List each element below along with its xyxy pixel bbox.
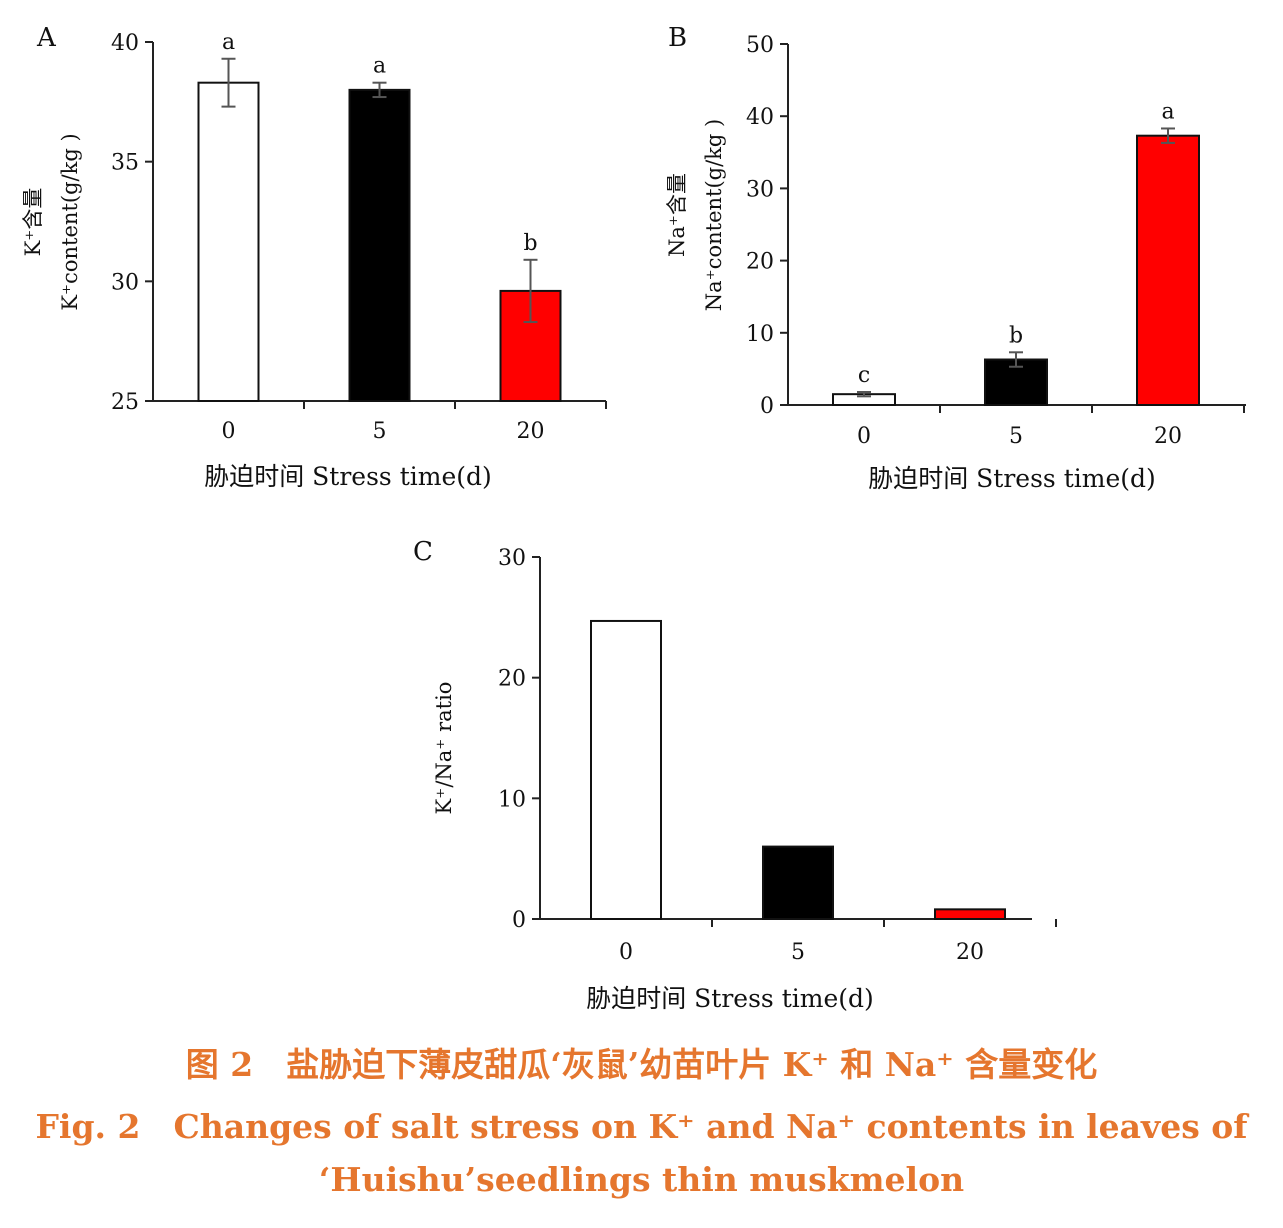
x-axis-label: 胁迫时间 Stress time(d)	[868, 464, 1156, 493]
y-axis-label: K⁺content(g/kg )	[58, 133, 82, 310]
x-tick-label: 0	[222, 419, 236, 444]
figure: A 25 30 35 40 a 0 a 5 b 20 胁迫时间 Stress time(d) K⁺含量 K…	[21, 23, 1246, 1013]
y-tick-label: 10	[498, 787, 526, 812]
significance-letter: b	[523, 231, 537, 256]
panel-letter: A	[36, 23, 57, 53]
significance-letter: b	[1009, 323, 1023, 348]
x-tick-label: 20	[1154, 424, 1182, 449]
x-tick-label: 5	[791, 940, 805, 965]
y-tick-label: 35	[111, 151, 139, 176]
y-tick-label: 0	[512, 908, 526, 933]
y-tick-label: 40	[746, 105, 774, 130]
bar	[348, 88, 411, 402]
y-tick-label: 0	[760, 394, 774, 419]
chart-panel-c: C 0 10 20 30 0 5 20 胁迫时间 Stress time(d) K⁺/Na⁺ ra…	[413, 537, 1057, 1013]
y-axis-label: Na⁺content(g/kg )	[702, 119, 726, 312]
significance-letter: a	[373, 54, 386, 79]
y-tick-label: 30	[498, 546, 526, 571]
y-axis-label: K⁺/Na⁺ ratio	[432, 682, 456, 815]
y-tick-label: 20	[746, 250, 774, 275]
x-tick-label: 0	[857, 424, 871, 449]
panel-letter: C	[413, 537, 433, 567]
x-axis-label: 胁迫时间 Stress time(d)	[586, 984, 874, 1013]
x-tick-label: 0	[619, 940, 633, 965]
significance-letter: c	[858, 363, 870, 388]
x-axis-label: 胁迫时间 Stress time(d)	[204, 462, 492, 491]
figure-caption-english-line2: ‘Huishu’seedlings thin muskmelon	[318, 1160, 965, 1199]
y-tick-label: 50	[746, 33, 774, 58]
figure-caption-chinese: 图 2 盐胁迫下薄皮甜瓜‘灰鼠’幼苗叶片 K⁺ 和 Na⁺ 含量变化	[185, 1045, 1098, 1084]
bar	[197, 81, 260, 402]
x-tick-label: 5	[1009, 424, 1023, 449]
y-axis-label-cn: K⁺含量	[21, 188, 45, 257]
bar	[590, 619, 662, 920]
bar	[1136, 134, 1200, 406]
figure-caption-english-line1: Fig. 2 Changes of salt stress on K⁺ and …	[35, 1107, 1248, 1146]
bar	[762, 845, 834, 920]
y-tick-label: 20	[498, 667, 526, 692]
significance-letter: a	[1161, 99, 1174, 124]
y-tick-label: 10	[746, 322, 774, 347]
y-axis-label-cn: Na⁺含量	[665, 173, 689, 257]
bar	[934, 908, 1006, 921]
x-tick-label: 5	[373, 419, 387, 444]
panel-letter: B	[668, 23, 687, 53]
x-tick-label: 20	[956, 940, 984, 965]
chart-panel-b: B 0 10 20 30 40 50 c 0 b 5 a 20 胁迫时间 Stress time(d) Na…	[665, 23, 1246, 493]
y-tick-label: 30	[746, 177, 774, 202]
y-tick-label: 40	[111, 31, 139, 56]
chart-panel-a: A 25 30 35 40 a 0 a 5 b 20 胁迫时间 Stress time(d) K⁺含量 K…	[21, 23, 607, 491]
y-tick-label: 25	[111, 390, 139, 415]
x-tick-label: 20	[517, 419, 545, 444]
y-tick-label: 30	[111, 270, 139, 295]
significance-letter: a	[222, 30, 235, 55]
